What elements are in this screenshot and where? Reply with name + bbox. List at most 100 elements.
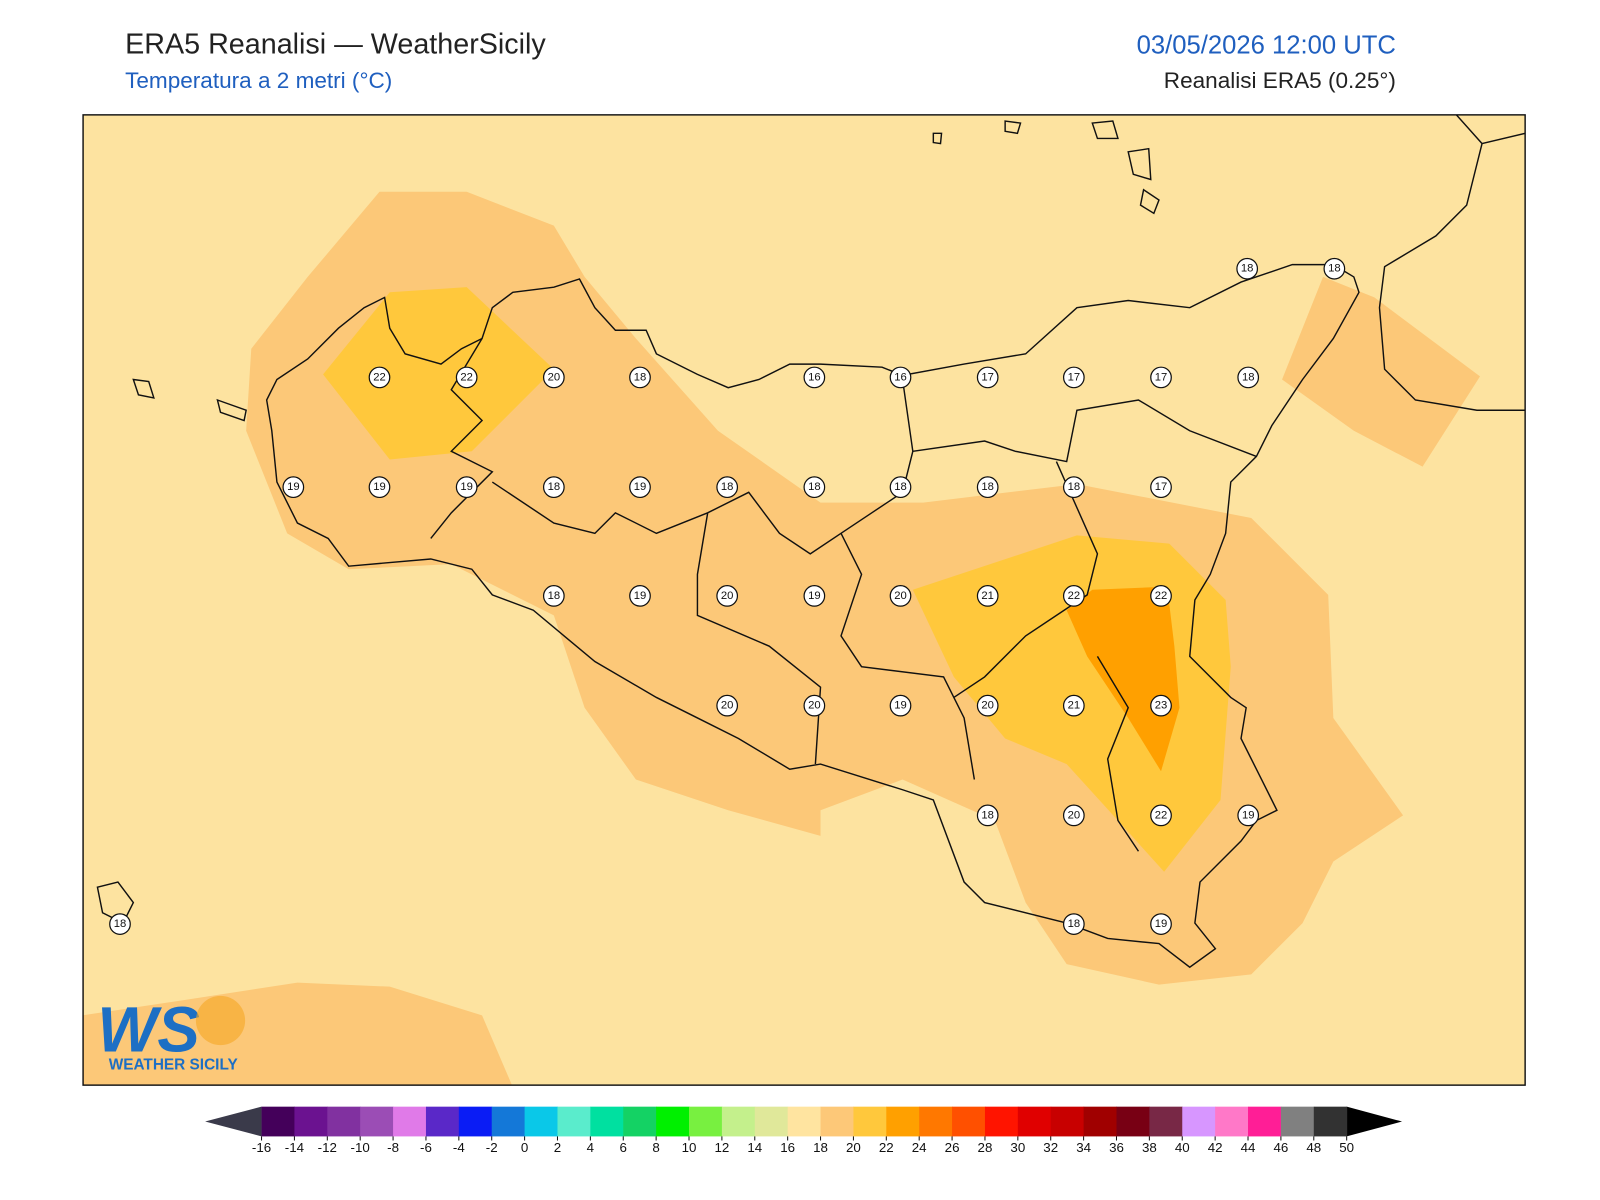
colorbar-tick-label: 22 [879,1140,894,1155]
colorbar-bin [557,1106,591,1137]
station-value: 18 [114,918,127,930]
station-value: 21 [981,590,994,602]
colorbar-bin [294,1106,328,1137]
station-marker [803,694,826,717]
colorbar-tick-label: 2 [554,1140,561,1155]
colorbar-tick-label: -12 [318,1140,337,1155]
station-value: 19 [287,481,300,493]
colorbar-tick-label: 0 [521,1140,528,1155]
colorbar-bin [458,1106,493,1137]
station-marker [542,366,565,389]
station-marker [368,476,391,499]
station-marker [1150,804,1172,827]
station-value: 20 [981,700,994,712]
station-value: 19 [373,481,386,493]
station-value: 16 [894,371,907,383]
station-value: 19 [634,590,647,602]
station-marker [1062,476,1085,499]
colorbar-tick-label: 16 [780,1140,795,1155]
colorbar-bin [853,1106,887,1137]
colorbar-under [205,1106,262,1137]
colorbar-tick-label: 46 [1273,1140,1288,1155]
station-value: 21 [1068,700,1081,712]
colorbar-tick-label: 38 [1142,1140,1157,1155]
station-marker [1062,366,1085,389]
colorbar-bin [1182,1106,1216,1137]
station-value: 18 [981,809,994,821]
colorbar-bin [1083,1106,1118,1137]
station-value: 19 [1155,918,1168,930]
map-frame [82,114,1526,1086]
station-marker [1150,476,1172,499]
coastline [265,263,1360,969]
colorbar-bin [886,1106,920,1137]
station-value: 18 [1328,263,1341,275]
colorbar-bin [656,1106,690,1137]
map: 22 22 20 18 16 16 17 17 17 18 18 18 19 19 19 18 19 18 18 18… [83,114,1526,1086]
station-value: 19 [1242,809,1255,821]
station-marker [282,476,305,499]
colorbar-tick-label: 34 [1076,1140,1091,1155]
station-value: 20 [721,700,734,712]
station-marker [1237,366,1260,389]
station-marker [889,476,912,499]
colorbar-bin [689,1106,723,1137]
station-marker [716,476,739,499]
title: ERA5 Reanalisi — WeatherSicily [125,28,546,60]
colorbar-tick-label: 24 [912,1140,927,1155]
colorbar-bin [984,1106,1019,1137]
station-marker [542,585,565,607]
logo: WS WEATHER SICILY [97,994,246,1074]
colorbar-bin [1280,1106,1315,1137]
colorbar-tick-label: 8 [652,1140,659,1155]
colorbar-tick-label: 40 [1175,1140,1190,1155]
station-marker [1062,585,1085,607]
colorbar-tick-label: -6 [420,1140,432,1155]
station-value: 17 [1068,371,1081,383]
colorbar-bin [952,1106,986,1137]
islands [96,120,1160,925]
temp-zone-20-22 [323,287,1231,872]
colorbar-bin [491,1106,526,1137]
station-marker [889,694,912,717]
station-marker [629,476,651,499]
colorbar-tick-label: -4 [453,1140,465,1155]
colorbar-tick-label: 20 [846,1140,861,1155]
source: Reanalisi ERA5 (0.25°) [1164,68,1396,93]
colorbar-tick-label: -10 [351,1140,370,1155]
station-value: 20 [721,590,734,602]
station-value: 20 [808,700,821,712]
station-value: 18 [1068,918,1081,930]
colorbar-bin [327,1106,361,1137]
station-value: 18 [981,481,994,493]
logo-sun [195,995,246,1046]
colorbar-tick-label: 12 [714,1140,729,1155]
colorbar-tick-label: 6 [620,1140,627,1155]
station-marker [542,476,565,499]
station-marker [1150,694,1172,717]
colorbar-bin [787,1106,822,1137]
colorbar-bin [360,1106,394,1137]
station-marker [1062,804,1085,827]
station-marker [889,585,912,607]
station-marker [976,366,999,389]
station-value: 19 [634,481,647,493]
station-value: 19 [894,700,907,712]
station-marker [629,366,651,389]
station-marker [1237,804,1260,827]
station-value: 17 [981,371,994,383]
station-marker [1323,257,1346,280]
logo-initials: WS [97,994,199,1065]
station-marker [803,476,826,499]
station-marker [803,366,826,389]
colorbar-bin [1215,1106,1249,1137]
station-value: 16 [808,371,821,383]
station-marker [716,585,739,607]
colorbar-tick-label: 14 [747,1140,762,1155]
colorbar-tick-label: 42 [1208,1140,1223,1155]
station-value: 18 [634,371,647,383]
stations: 22 22 20 18 16 16 17 17 17 18 18 18 19 19 19 18 19 18 18 18… [109,257,1346,935]
station-value: 18 [1068,481,1081,493]
station-value: 18 [1241,263,1254,275]
